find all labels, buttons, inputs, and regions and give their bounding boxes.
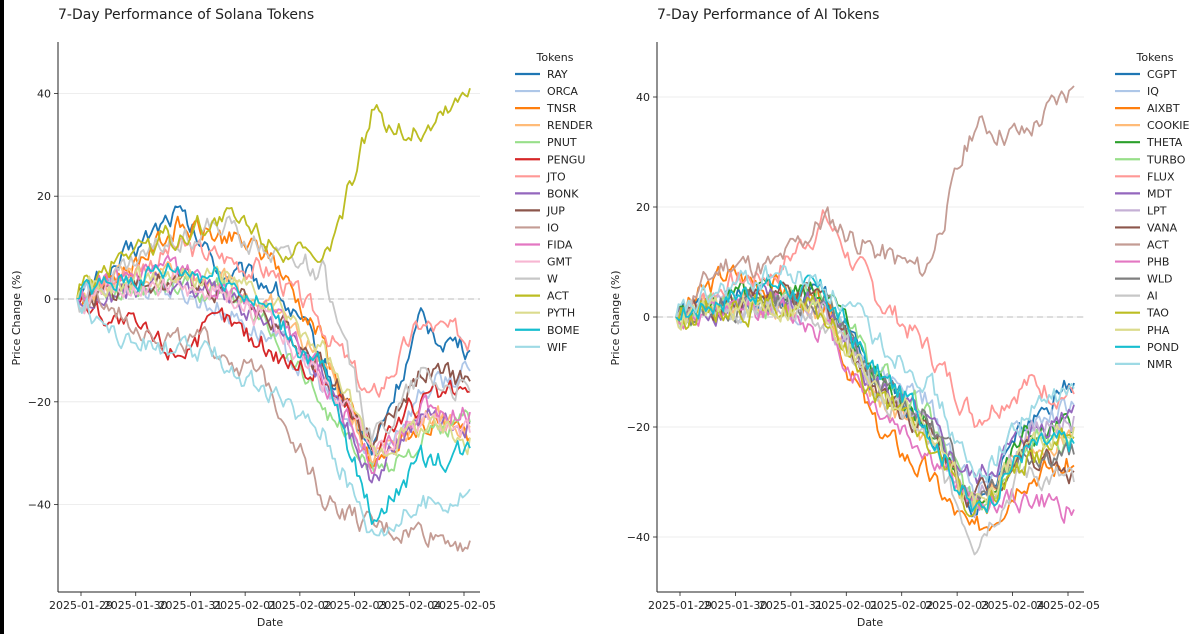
legend-label: VANA — [1147, 221, 1178, 234]
legend-label: IO — [547, 221, 559, 234]
x-tick-label: 2025-02-04 — [377, 599, 441, 612]
legend-label: AIXBT — [1147, 102, 1180, 115]
legend-label: BONK — [547, 187, 579, 200]
chart-title: 7-Day Performance of Solana Tokens — [58, 7, 314, 23]
legend-label: ORCA — [547, 85, 578, 98]
chart-title: 7-Day Performance of AI Tokens — [657, 7, 879, 23]
legend-title: Tokens — [1135, 51, 1173, 64]
window-edge — [0, 0, 4, 634]
series-line-bome — [76, 262, 471, 525]
y-tick-label: 40 — [636, 91, 650, 104]
legend-label: FLUX — [1147, 170, 1175, 183]
legend-label: TNSR — [546, 102, 577, 115]
legend-label: BOME — [547, 324, 580, 337]
solana-chart: 7-Day Performance of Solana Tokens Date … — [10, 7, 593, 629]
legend-label: IQ — [1147, 85, 1159, 98]
legend-label: RENDER — [547, 119, 593, 132]
y-tick-label: −20 — [627, 421, 650, 434]
legend-label: WIF — [547, 341, 567, 354]
series-line-tao — [675, 291, 1075, 518]
x-tick-label: 2025-02-01 — [213, 599, 277, 612]
x-axis-label: Date — [857, 616, 884, 629]
y-tick-label: 0 — [44, 293, 51, 306]
x-tick-label: 2025-02-05 — [432, 599, 496, 612]
x-axis-label: Date — [257, 616, 284, 629]
series-line-w — [76, 215, 471, 442]
series-line-vana — [675, 281, 1075, 508]
legend-label: GMT — [547, 256, 572, 269]
series-line-ray — [76, 205, 471, 456]
series-line-jto — [76, 237, 471, 398]
x-tick-label: 2025-02-03 — [323, 599, 387, 612]
series-line-aixbt — [675, 264, 1075, 532]
legend-label: POND — [1147, 341, 1179, 354]
x-tick-label: 2025-01-29 — [648, 599, 712, 612]
ai-chart: 7-Day Performance of AI Tokens Date Pric… — [609, 7, 1189, 629]
series-line-pha — [675, 296, 1075, 505]
legend-label: PENGU — [547, 153, 585, 166]
legend-label: PHB — [1147, 256, 1169, 269]
y-tick-label: −40 — [627, 531, 650, 544]
series-line-act — [76, 88, 471, 300]
legend-label: NMR — [1147, 358, 1173, 371]
y-axis-label: Price Change (%) — [609, 271, 622, 366]
legend-label: MDT — [1147, 187, 1172, 200]
x-tick-label: 2025-02-02 — [268, 599, 332, 612]
series-line-wif — [76, 297, 471, 537]
x-tick-label: 2025-01-30 — [104, 599, 168, 612]
x-tick-label: 2025-01-29 — [49, 599, 113, 612]
series-line-flux — [675, 209, 1075, 429]
x-tick-label: 2025-02-04 — [981, 599, 1045, 612]
legend-label: ACT — [1147, 239, 1169, 252]
legend-label: JTO — [546, 170, 566, 183]
legend-label: TURBO — [1146, 153, 1186, 166]
x-tick-label: 2025-02-02 — [870, 599, 934, 612]
series-line-act — [675, 85, 1075, 321]
x-tick-label: 2025-02-05 — [1036, 599, 1100, 612]
y-tick-label: 20 — [636, 201, 650, 214]
y-tick-label: 0 — [643, 311, 650, 324]
legend-label: TAO — [1146, 307, 1169, 320]
legend-label: AI — [1147, 290, 1158, 303]
legend-title: Tokens — [535, 51, 573, 64]
y-tick-label: −20 — [28, 396, 51, 409]
series-line-pengu — [76, 295, 471, 457]
legend: Tokens CGPT IQ AIXBT COOKIE THETA TURBO FLUX MD… — [1115, 51, 1189, 371]
series-line-pond — [675, 273, 1075, 514]
y-axis-label: Price Change (%) — [10, 271, 23, 366]
x-tick-label: 2025-01-30 — [703, 599, 767, 612]
legend-label: COOKIE — [1147, 119, 1189, 132]
legend-label: PYTH — [547, 307, 575, 320]
x-tick-label: 2025-01-31 — [759, 599, 823, 612]
series-line-nmr — [675, 264, 1075, 482]
x-tick-label: 2025-02-01 — [814, 599, 878, 612]
x-tick-label: 2025-01-31 — [158, 599, 222, 612]
legend-label: THETA — [1146, 136, 1183, 149]
x-tick-label: 2025-02-03 — [925, 599, 989, 612]
y-tick-label: 20 — [37, 190, 51, 203]
series-lines — [76, 88, 471, 553]
legend-label: LPT — [1147, 204, 1167, 217]
legend-label: CGPT — [1147, 68, 1177, 81]
series-lines — [675, 85, 1075, 556]
legend-label: PNUT — [547, 136, 577, 149]
legend-label: RAY — [547, 68, 568, 81]
y-tick-label: 40 — [37, 87, 51, 100]
legend-label: W — [547, 273, 558, 286]
legend-label: FIDA — [547, 239, 573, 252]
legend: Tokens RAY ORCA TNSR RENDER PNUT PENGU JTO BONK… — [515, 51, 593, 354]
legend-label: JUP — [546, 204, 565, 217]
series-line-phb — [675, 292, 1075, 524]
legend-label: WLD — [1147, 273, 1172, 286]
y-tick-label: −40 — [28, 499, 51, 512]
legend-label: ACT — [547, 290, 569, 303]
legend-label: PHA — [1147, 324, 1170, 337]
